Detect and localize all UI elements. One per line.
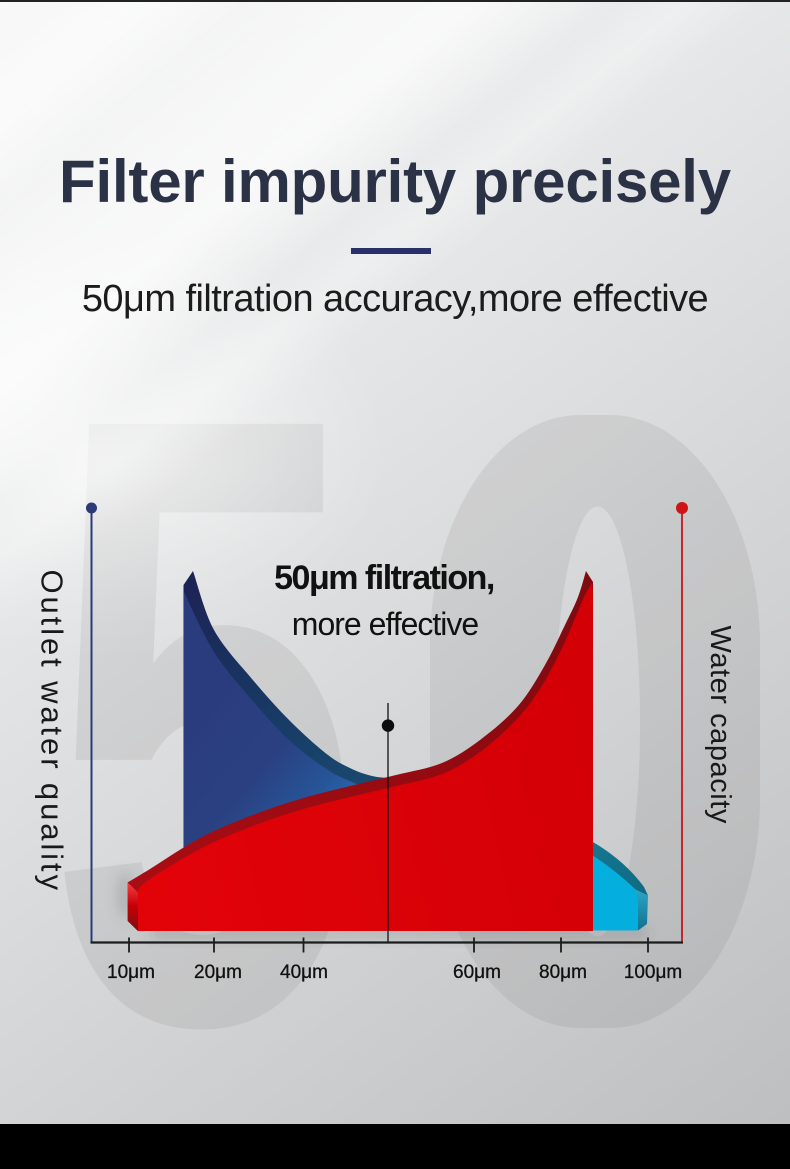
svg-text:100μm: 100μm — [624, 962, 682, 983]
svg-text:40μm: 40μm — [280, 962, 328, 983]
svg-text:80μm: 80μm — [539, 962, 587, 983]
svg-text:50μm filtration,: 50μm filtration, — [274, 559, 494, 597]
svg-text:Water capacity: Water capacity — [704, 626, 736, 824]
svg-text:10μm: 10μm — [107, 962, 155, 983]
svg-text:more effective: more effective — [292, 606, 479, 642]
svg-text:Outlet water quality: Outlet water quality — [34, 570, 69, 893]
svg-text:60μm: 60μm — [453, 962, 501, 983]
svg-text:20μm: 20μm — [194, 962, 242, 983]
